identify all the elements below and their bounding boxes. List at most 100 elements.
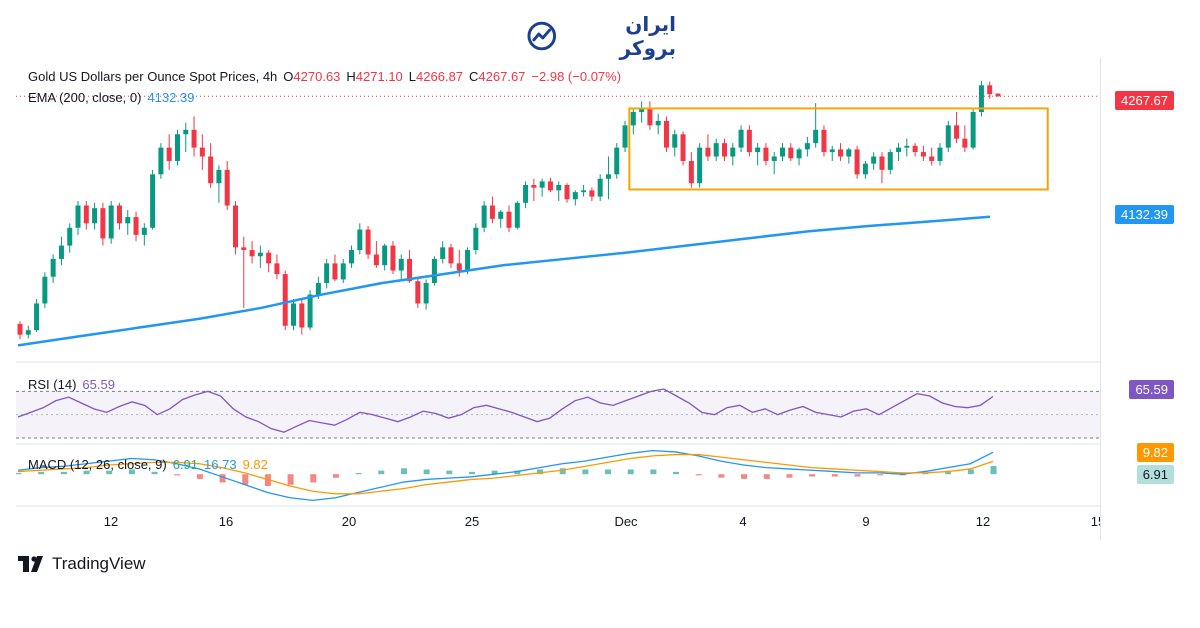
candle-body [721, 143, 727, 157]
candle-body [697, 147, 703, 184]
candle-body [597, 178, 603, 197]
candle-body [307, 294, 313, 328]
price-change: −2.98 (−0.07%) [531, 69, 622, 84]
macd-histogram-bar [831, 474, 838, 477]
candle-body [324, 263, 330, 283]
candle-body [116, 205, 122, 224]
candle-body [415, 281, 421, 304]
candle-body [398, 258, 404, 271]
macd-histogram-bar [332, 474, 339, 478]
candle-body [614, 147, 620, 175]
macd-signal-value: 9.82 [242, 457, 268, 472]
ema-value: 4132.39 [147, 90, 195, 105]
candle-body [340, 263, 346, 280]
candle-body [224, 169, 230, 206]
candle-body [191, 129, 197, 148]
candle-body [581, 190, 587, 193]
candle-body [75, 205, 81, 228]
macd-histogram-bar [60, 471, 67, 475]
candle-body [829, 149, 835, 153]
macd-histogram-bar [967, 469, 974, 475]
tradingview-brand[interactable]: TradingView [18, 554, 146, 574]
current-price-badge: 4267.67 [1115, 91, 1174, 110]
candle-body [481, 205, 487, 228]
macd-histogram-bar [786, 474, 793, 478]
candle-body [920, 152, 926, 157]
candle-body [25, 330, 31, 335]
candle-body [257, 252, 263, 257]
candle-body [655, 120, 661, 126]
candle-body [821, 129, 827, 153]
candle-body [431, 258, 437, 283]
candle-body [216, 169, 222, 184]
candle-body [108, 205, 114, 239]
brand-logo-text: ایران بروکر [619, 12, 676, 60]
macd-histogram-bar [537, 469, 544, 475]
candle-body [987, 85, 993, 95]
macd-histogram-bar [695, 474, 702, 476]
candle-body [249, 250, 255, 257]
candle-body [158, 147, 164, 175]
macd-signal-badge: 9.82 [1136, 443, 1174, 462]
macd-histogram-bar [741, 474, 748, 479]
ema-label[interactable]: EMA (200, close, 0) [28, 90, 142, 105]
open-label: O [283, 69, 294, 84]
candle-body [407, 258, 413, 282]
candle-body [887, 152, 893, 170]
candle-body [92, 208, 98, 224]
macd-histogram-bar [854, 474, 861, 477]
candle-body [771, 156, 777, 161]
candle-body [804, 143, 810, 150]
symbol-title[interactable]: Gold US Dollars per Ounce Spot Prices, 4… [28, 69, 278, 84]
candle-body [862, 163, 868, 175]
macd-label[interactable]: MACD (12, 26, close, 9) [28, 457, 167, 472]
candle-body [763, 147, 769, 161]
high-label: H [346, 69, 356, 84]
candle-body [67, 227, 73, 246]
time-tick-label: 12 [104, 514, 118, 529]
candle-body [58, 245, 64, 259]
macd-histogram-bar [446, 470, 453, 475]
candle-body [423, 282, 429, 304]
candle-body [17, 323, 23, 335]
low-label: L [408, 69, 417, 84]
tradingview-label: TradingView [52, 554, 146, 573]
candle-body [813, 129, 819, 144]
candle-body [556, 185, 562, 191]
candle-body [605, 174, 611, 179]
low-value: 4266.87 [416, 69, 464, 84]
candle-body [871, 156, 877, 164]
macd-histogram-bar [468, 471, 475, 475]
brand-logo-icon [527, 21, 557, 51]
candle-body [199, 147, 205, 157]
candle-body [672, 134, 678, 148]
candle-body [796, 149, 802, 159]
candle-body [365, 229, 371, 255]
consolidation-box [628, 107, 1049, 191]
macd-histogram-bar [287, 474, 294, 485]
candle-body [299, 303, 305, 328]
candle-body [639, 107, 645, 112]
time-tick-label: 16 [219, 514, 233, 529]
candle-body [755, 147, 761, 153]
macd-hist-value: 6.91 [172, 457, 199, 472]
time-tick-label: 25 [465, 514, 479, 529]
macd-histogram-bar [763, 474, 770, 479]
time-tick-label: 4 [739, 514, 746, 529]
candle-body [266, 252, 272, 264]
candle-body [465, 250, 471, 271]
price-legend: Gold US Dollars per Ounce Spot Prices, 4… [28, 66, 621, 108]
candle-body [174, 134, 180, 161]
macd-histogram-bar [242, 474, 249, 485]
candle-body [564, 185, 570, 200]
rsi-label[interactable]: RSI (14) [28, 377, 77, 392]
candle-body [357, 229, 363, 251]
candle-body [780, 147, 786, 157]
candle-body [572, 192, 578, 200]
time-tick-label: 15 [1091, 514, 1100, 529]
high-value: 4271.10 [355, 69, 403, 84]
candle-body [838, 149, 844, 157]
candle-body [788, 147, 794, 159]
candle-body [539, 181, 545, 188]
macd-histogram-bar [400, 468, 407, 475]
